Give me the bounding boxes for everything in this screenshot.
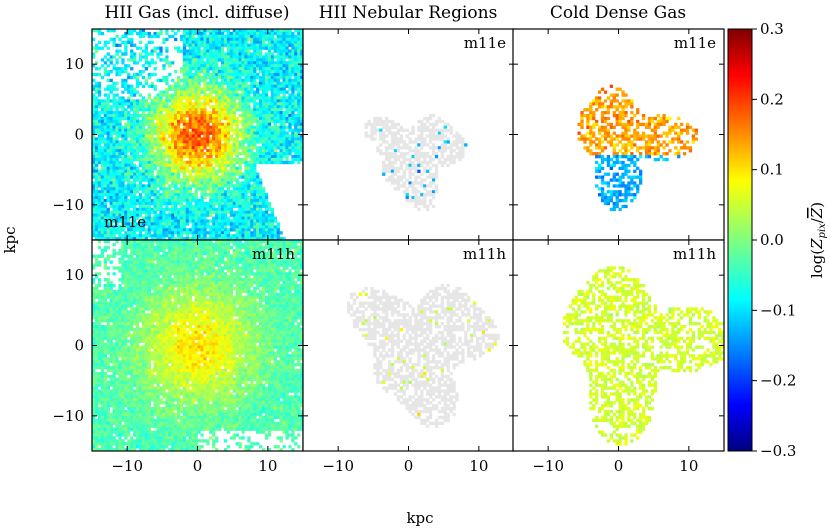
y-tick-label: −10 bbox=[52, 407, 84, 425]
panel-label-m11e-cold: m11e bbox=[674, 34, 716, 52]
colorbar-tick-label: −0.2 bbox=[760, 372, 796, 390]
panel-m11e-nebular: m11e bbox=[302, 28, 515, 241]
colorbar-label: log(Zpix/Z) bbox=[808, 202, 828, 278]
axes: 10 0 −10 −10 0 10 10 0 −10 −10 0 10 −10 0 10 bbox=[52, 29, 724, 475]
panel-label-m11h-cold: m11h bbox=[673, 245, 716, 263]
column-title-cold: Cold Dense Gas bbox=[550, 3, 686, 23]
panel-grid: m11e m11e m11e m11h m11h m11h bbox=[91, 28, 725, 452]
panel-label-m11e-hii: m11e bbox=[104, 213, 146, 231]
heatmap-cells bbox=[562, 266, 725, 446]
colorbar-tick-label: −0.1 bbox=[760, 301, 796, 319]
column-title-hii: HII Gas (incl. diffuse) bbox=[104, 3, 289, 23]
colorbar-ticks: 0.3 0.2 0.1 0.0 −0.1 −0.2 −0.3 bbox=[752, 20, 796, 460]
y-tick-label: 10 bbox=[65, 55, 84, 73]
x-tick-label: 0 bbox=[404, 457, 414, 475]
colorbar-tick-label: 0.0 bbox=[760, 231, 784, 249]
x-axis-label: kpc bbox=[406, 509, 433, 527]
x-tick-label: 0 bbox=[193, 457, 203, 475]
panel-m11h-nebular: m11h bbox=[302, 239, 515, 452]
x-tick-label: −10 bbox=[532, 457, 564, 475]
panel-label-m11e-nebular: m11e bbox=[464, 34, 506, 52]
panel-label-m11h-nebular: m11h bbox=[463, 245, 506, 263]
heatmap-cells bbox=[577, 84, 698, 212]
x-tick-label: 10 bbox=[679, 457, 698, 475]
heatmap-cells bbox=[364, 113, 468, 212]
y-tick-label: 0 bbox=[74, 126, 84, 144]
panel-m11h-hii: m11h bbox=[91, 239, 304, 452]
y-tick-label: 10 bbox=[65, 266, 84, 284]
colorbar-tick-label: −0.3 bbox=[760, 442, 796, 460]
column-title-nebular: HII Nebular Regions bbox=[319, 3, 498, 23]
y-axis-label: kpc bbox=[1, 226, 19, 253]
x-tick-label: 10 bbox=[469, 457, 488, 475]
x-tick-label: 10 bbox=[258, 457, 277, 475]
panel-label-m11h-hii: m11h bbox=[252, 245, 295, 263]
panel-m11e-cold: m11e bbox=[512, 28, 725, 241]
x-tick-label: −10 bbox=[111, 457, 143, 475]
x-tick-label: −10 bbox=[322, 457, 354, 475]
colorbar bbox=[727, 28, 753, 452]
heatmap-cells bbox=[92, 29, 304, 241]
heatmap-cells bbox=[92, 240, 304, 452]
colorbar-tick-label: 0.2 bbox=[760, 90, 784, 108]
x-tick-label: 0 bbox=[614, 457, 624, 475]
panel-m11e-hii: m11e bbox=[91, 28, 304, 241]
y-tick-label: −10 bbox=[52, 196, 84, 214]
heatmap-cells bbox=[346, 283, 500, 428]
colorbar-tick-label: 0.1 bbox=[760, 161, 784, 179]
panel-m11h-cold: m11h bbox=[512, 239, 725, 452]
colorbar-tick-label: 0.3 bbox=[760, 20, 784, 38]
y-tick-label: 0 bbox=[74, 337, 84, 355]
